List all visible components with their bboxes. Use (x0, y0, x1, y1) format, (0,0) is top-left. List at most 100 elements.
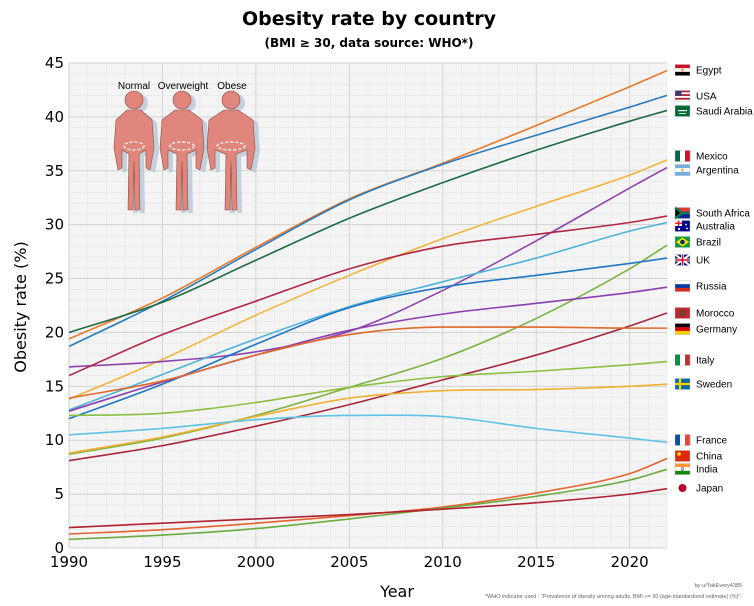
series-line-sweden (68, 383, 668, 454)
series-line-south-africa (68, 215, 668, 377)
legend-label-saudi-arabia: Saudi Arabia (696, 107, 753, 118)
flag-field (675, 220, 690, 232)
flag-stripe (675, 96, 690, 98)
legend-entry-egypt: Egypt (674, 64, 722, 77)
flag-stripe (675, 463, 690, 468)
flag-border (674, 236, 691, 248)
flag-field (675, 450, 690, 462)
flag-sword (679, 113, 686, 114)
flag-border (674, 90, 691, 102)
flag-stripe (680, 150, 686, 162)
legend-entry-italy: Italy (674, 354, 714, 367)
flag-stripe (675, 92, 690, 95)
flag-stripe (685, 354, 691, 366)
waist-ring (216, 141, 246, 151)
legend-entry-mexico: Mexico (674, 150, 728, 163)
flag-border (674, 323, 691, 335)
flag-border (674, 254, 691, 266)
legend-entry-sweden: Sweden (674, 378, 732, 391)
legend-label-egypt: Egypt (696, 66, 722, 77)
flag-cross (675, 378, 690, 390)
legend-label-india: India (696, 465, 718, 476)
series-line-japan (68, 487, 668, 529)
flag-emblem (678, 110, 687, 112)
flag-star (685, 223, 687, 226)
y-tick-label: 0 (54, 539, 64, 557)
x-tick-label: 1995 (143, 553, 181, 571)
legend-label-south-africa: South Africa (696, 209, 750, 220)
legend-entry-morocco: Morocco (674, 307, 735, 320)
flag-stripe (675, 287, 690, 292)
x-axis-label: Year (379, 582, 414, 601)
flag-stripe (675, 171, 690, 176)
gridlines (68, 62, 668, 549)
flag-stripe (675, 354, 681, 366)
series-line-saudi-arabia (68, 109, 668, 334)
flag-stripe (685, 434, 691, 446)
legend-label-germany: Germany (696, 325, 737, 336)
flag-band (675, 213, 690, 219)
series-line-uk (68, 257, 668, 420)
y-tick-label: 10 (45, 431, 64, 449)
series-line-australia (68, 221, 668, 411)
figure-head (172, 90, 192, 110)
chart-subtitle: (BMI ≥ 30, data source: WHO*) (265, 36, 474, 50)
legend-entry-india: India (674, 463, 718, 476)
x-tick-label: 2015 (517, 553, 555, 571)
flag-border (674, 105, 691, 117)
flag-border (674, 64, 691, 76)
x-tick-label: 2010 (424, 553, 462, 571)
legend-label-france: France (696, 436, 728, 447)
legend-label-australia: Australia (696, 222, 735, 233)
series-line-mexico (68, 159, 668, 401)
flag-field (675, 307, 690, 319)
figure-head (221, 90, 241, 110)
series-line-india (68, 468, 668, 541)
figure-overweight (159, 90, 209, 213)
flag-border (674, 164, 691, 176)
flag-stripe (685, 150, 691, 162)
flag-stripe (675, 434, 681, 446)
flag-stripe (675, 99, 690, 102)
flag-border (674, 450, 691, 462)
series-line-italy (68, 360, 668, 417)
flag-star (677, 227, 681, 231)
flag-chakra (680, 467, 685, 471)
y-tick-label: 5 (54, 485, 64, 503)
y-tick-label: 35 (45, 162, 64, 180)
legend-entry-china: China (674, 450, 723, 463)
legend-entry-argentina: Argentina (674, 164, 739, 177)
chart-title: Obesity rate by country (242, 8, 497, 30)
legend-entry-japan: Japan (678, 484, 723, 495)
legend-entry-russia: Russia (674, 280, 727, 293)
flag-border (674, 354, 691, 366)
legend-label-russia: Russia (696, 282, 727, 293)
flag-border (674, 220, 691, 232)
x-tick-label: 2020 (611, 553, 649, 571)
flag-eagle (681, 68, 684, 72)
x-tick-label: 2005 (330, 553, 368, 571)
flag-stripe (675, 71, 690, 76)
figure-body (206, 109, 256, 211)
figure-obese (206, 90, 260, 213)
flag-stripe (675, 323, 690, 328)
data-lines (68, 69, 668, 541)
x-tick-label: 2000 (237, 553, 275, 571)
figure-body (159, 109, 205, 211)
y-axis-label: Obesity rate (%) (11, 241, 30, 372)
flag-stripe (675, 284, 690, 289)
flag-star (677, 452, 681, 456)
inset-label-normal: Normal (118, 81, 150, 92)
legend-entry-usa: USA (674, 90, 717, 103)
flag-border (674, 307, 691, 319)
y-tick-label: 40 (45, 108, 64, 126)
waist-ring (169, 141, 195, 151)
flag-y-band (674, 206, 690, 220)
legend-entry-south-africa: South Africa (674, 206, 750, 220)
y-tick-label: 15 (45, 377, 64, 395)
y-tick-label: 25 (45, 270, 64, 288)
legend-entry-australia: Australia (674, 220, 735, 233)
x-tick-label: 1990 (50, 553, 88, 571)
flag-globe (680, 239, 685, 245)
